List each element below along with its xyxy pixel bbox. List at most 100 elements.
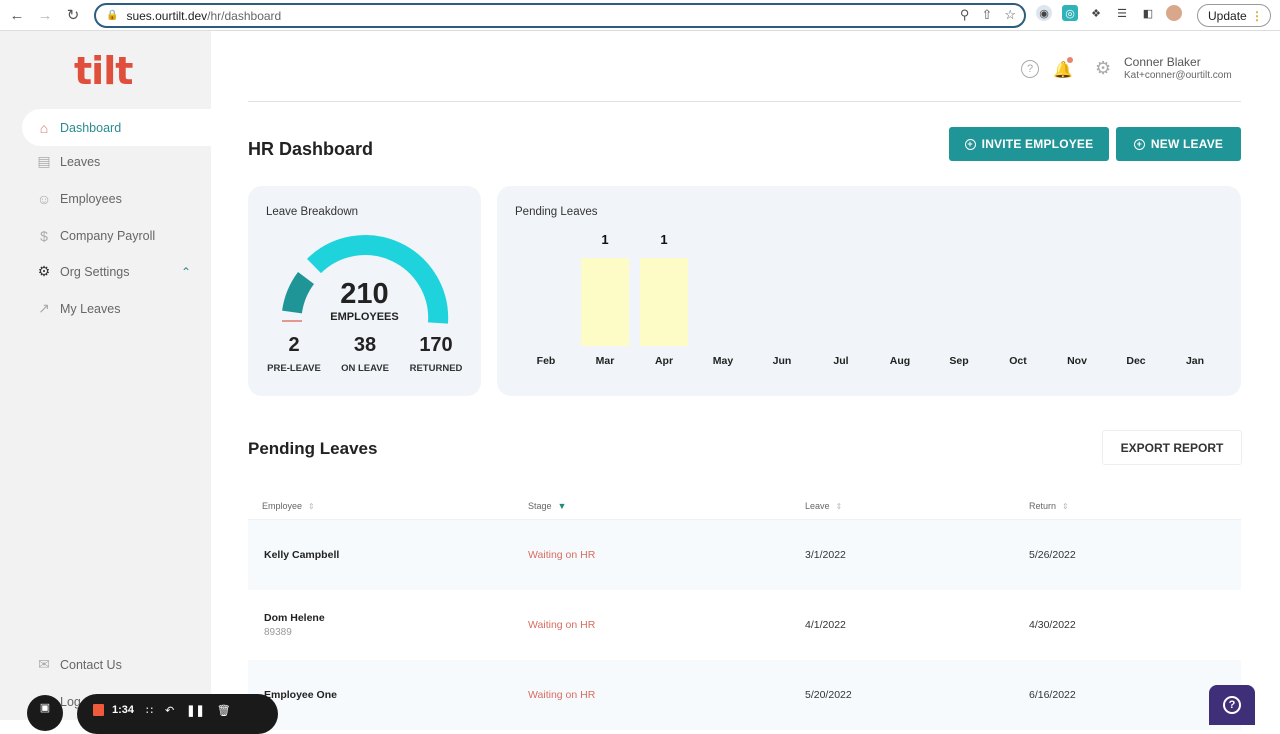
total-employees-label: EMPLOYEES — [330, 311, 399, 323]
sort-desc-icon: ▼ — [557, 501, 567, 511]
lock-icon: 🔒 — [106, 10, 119, 21]
sidebar-item-label: Log — [60, 694, 81, 709]
employee-name: Employee One — [264, 689, 337, 701]
sidebar-item-company-payroll[interactable]: $ Company Payroll — [22, 217, 211, 254]
card-title: Pending Leaves — [515, 206, 598, 218]
column-header-return[interactable]: Return ⇕ — [1029, 501, 1069, 511]
sidepanel-icon[interactable]: ◧ — [1142, 7, 1154, 20]
pending-leaves-chart-card: Pending Leaves Feb Mar 1 Apr 1 May Jun Jul Aug Se… — [497, 186, 1241, 396]
chart-bar[interactable] — [581, 258, 629, 346]
sidebar-item-leaves[interactable]: ▤ Leaves — [22, 143, 211, 180]
invite-employee-label: INVITE EMPLOYEE — [981, 137, 1094, 151]
sidebar-item-label: Contact Us — [60, 657, 122, 672]
sidebar-item-my-leaves[interactable]: ↗ My Leaves — [22, 290, 211, 327]
profile-icon[interactable] — [1166, 5, 1182, 21]
table-row[interactable]: Dom Helene 89389 Waiting on HR 4/1/2022 … — [248, 590, 1241, 660]
stat-value: 38 — [353, 334, 377, 356]
video-camera-icon: ▣ — [39, 701, 51, 714]
external-link-icon: ↗ — [38, 300, 50, 316]
export-report-button[interactable]: EXPORT REPORT — [1102, 430, 1242, 465]
reload-icon[interactable]: ↻ — [66, 7, 80, 24]
address-bar[interactable]: 🔒 sues.ourtilt.dev/hr/dashboard ⚲ ⇧ ☆ — [94, 3, 1026, 28]
help-chat-button[interactable]: ? — [1209, 685, 1255, 725]
column-label: Employee — [262, 501, 303, 511]
sort-icon: ⇕ — [308, 501, 315, 511]
people-icon: ☺ — [36, 190, 52, 207]
share-icon[interactable]: ⇧ — [981, 7, 993, 22]
logo[interactable]: tilt — [74, 49, 133, 93]
column-label: Leave — [805, 501, 830, 511]
user-menu[interactable]: Conner Blaker Kat+conner@ourtilt.com — [1124, 55, 1232, 81]
x-axis-label: Oct — [1009, 355, 1027, 367]
user-email: Kat+conner@ourtilt.com — [1124, 70, 1232, 81]
sidebar-item-label: Dashboard — [60, 120, 122, 135]
grid-icon[interactable]: ∷ — [146, 705, 154, 717]
table-row[interactable]: Employee One Waiting on HR 5/20/2022 6/1… — [248, 660, 1241, 730]
back-icon[interactable]: ← — [9, 6, 25, 24]
main-content: ? 🔔 ⚙ Conner Blaker Kat+conner@ourtilt.c… — [211, 31, 1280, 730]
leave-date: 3/1/2022 — [805, 549, 846, 561]
update-button[interactable]: Update ⋮ — [1197, 4, 1271, 27]
stage-status: Waiting on HR — [528, 549, 596, 561]
column-header-leave[interactable]: Leave ⇕ — [805, 501, 842, 511]
help-icon: ? — [1223, 696, 1241, 714]
return-date: 6/16/2022 — [1029, 689, 1076, 701]
divider — [248, 101, 1241, 102]
undo-icon[interactable]: ↶ — [165, 705, 175, 717]
help-icon[interactable]: ? — [1021, 59, 1039, 78]
sidebar-item-contact-us[interactable]: ✉ Contact Us — [22, 646, 211, 683]
card-title: Leave Breakdown — [266, 206, 359, 218]
return-date: 4/30/2022 — [1029, 619, 1076, 631]
bell-icon[interactable]: 🔔 — [1053, 56, 1073, 79]
trash-icon[interactable]: 🗑 — [216, 705, 231, 717]
home-icon: ⌂ — [39, 119, 49, 136]
forward-icon[interactable]: → — [37, 6, 53, 24]
sidebar-item-label: Employees — [60, 191, 122, 206]
extension-icon[interactable]: ◉ — [1036, 5, 1052, 21]
puzzle-icon[interactable]: ❖ — [1091, 7, 1101, 20]
sidebar: tilt ⌂ Dashboard ▤ Leaves ☺ Employees $ … — [0, 31, 211, 720]
column-header-employee[interactable]: Employee ⇕ — [262, 501, 315, 511]
zoom-icon[interactable]: ⚲ — [959, 7, 970, 22]
pause-icon[interactable]: ❚❚ — [186, 705, 205, 717]
mail-icon: ✉ — [38, 656, 50, 672]
stage-status: Waiting on HR — [528, 619, 596, 631]
x-axis-label: Aug — [889, 355, 911, 367]
media-icon[interactable]: ☰ — [1117, 7, 1127, 20]
sidebar-item-employees[interactable]: ☺ Employees — [22, 180, 211, 217]
extension-teal-icon[interactable]: ◎ — [1062, 5, 1078, 21]
bar-value-label: 1 — [660, 232, 668, 247]
new-leave-button[interactable]: + NEW LEAVE — [1116, 127, 1241, 161]
star-icon[interactable]: ☆ — [1004, 7, 1016, 22]
chevron-up-icon[interactable]: ⌃ — [180, 264, 191, 279]
invite-employee-button[interactable]: + INVITE EMPLOYEE — [949, 127, 1109, 161]
employee-id: 89389 — [264, 627, 292, 638]
stop-recording-button[interactable] — [93, 704, 104, 716]
settings-icon[interactable]: ⚙ — [1095, 58, 1112, 78]
section-title: Pending Leaves — [248, 439, 378, 458]
sidebar-item-org-settings[interactable]: ⚙ Org Settings ⌃ — [22, 253, 211, 290]
plus-circle-icon: + — [964, 138, 976, 150]
sort-icon: ⇕ — [1062, 501, 1069, 511]
x-axis-label: Feb — [536, 355, 556, 367]
x-axis-label: Dec — [1126, 355, 1146, 367]
column-label: Stage — [528, 501, 552, 511]
divider — [248, 519, 1241, 520]
leave-breakdown-card: Leave Breakdown 210 EMPLOYEES 2 PRE-LEAV… — [248, 186, 481, 396]
new-leave-label: NEW LEAVE — [1150, 137, 1224, 151]
column-label: Return — [1029, 501, 1057, 511]
chart-bar[interactable] — [640, 258, 688, 346]
gear-icon: ⚙ — [37, 263, 51, 279]
sidebar-item-dashboard[interactable]: ⌂ Dashboard — [22, 109, 211, 146]
column-header-stage[interactable]: Stage ▼ — [528, 501, 566, 511]
url-host: sues.ourtilt.dev — [126, 8, 208, 23]
camera-toggle-button[interactable]: ▣ — [27, 695, 63, 731]
url-path: /hr/dashboard — [207, 8, 282, 23]
recording-toolbar: 1:34 ∷ ↶ ❚❚ 🗑 — [77, 694, 278, 734]
sidebar-item-label: My Leaves — [60, 301, 121, 316]
table-row[interactable]: Kelly Campbell Waiting on HR 3/1/2022 5/… — [248, 520, 1241, 590]
stat-label: ON LEAVE — [341, 363, 389, 374]
x-axis-label: Sep — [949, 355, 969, 367]
sidebar-item-label: Org Settings — [60, 264, 130, 279]
leave-date: 5/20/2022 — [805, 689, 852, 701]
